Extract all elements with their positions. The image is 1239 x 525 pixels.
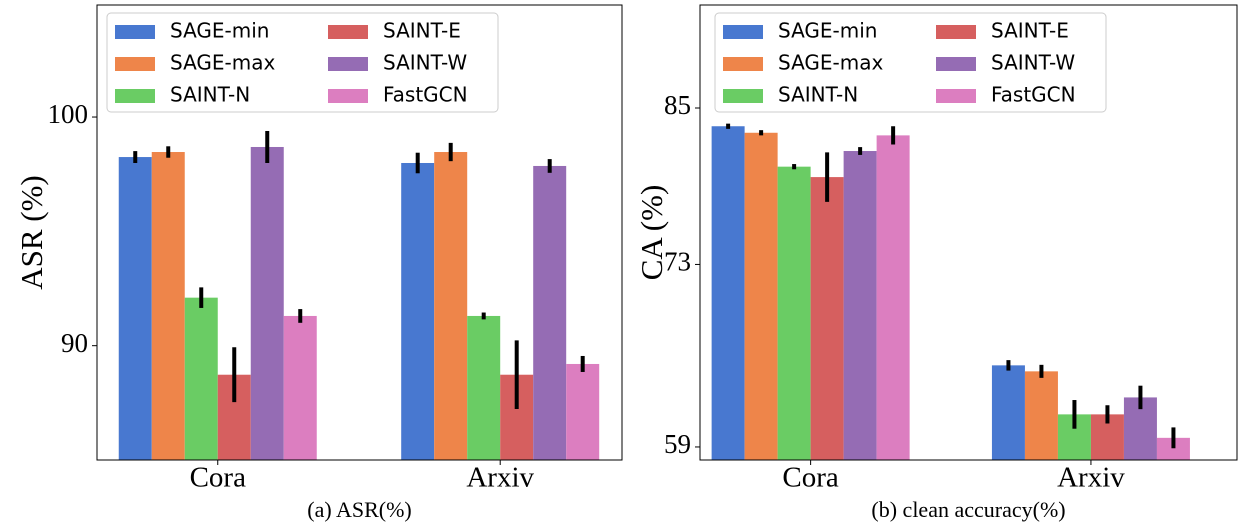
legend-swatch [936, 25, 976, 39]
legend-box [106, 12, 499, 113]
bar [744, 132, 778, 460]
legend-swatch [723, 89, 763, 103]
legend-swatch [328, 57, 368, 71]
y-tick-label: 100 [48, 99, 89, 129]
bar [810, 177, 844, 461]
legend-label: SAGE-max [170, 51, 275, 75]
x-tick-label: Cora [190, 462, 247, 494]
legend-swatch [723, 25, 763, 39]
legend-label: FastGCN [383, 83, 468, 107]
legend-swatch [115, 25, 155, 39]
bar [711, 126, 745, 460]
bar [118, 157, 152, 461]
legend-swatch [936, 57, 976, 71]
bar [401, 162, 435, 460]
bar [1024, 371, 1058, 460]
y-tick-label: 90 [61, 328, 88, 358]
bar [876, 135, 910, 460]
bar [184, 297, 218, 460]
legend-swatch [115, 89, 155, 103]
x-tick-label: Arxiv [1057, 462, 1125, 494]
bar [434, 152, 468, 461]
legend-label: SAGE-max [778, 51, 883, 75]
y-axis-label: CA (%) [634, 185, 669, 281]
y-tick-label: 59 [664, 429, 691, 459]
bar [991, 365, 1025, 460]
caption: (b) clean accuracy(%) [871, 497, 1065, 522]
x-tick-label: Cora [782, 462, 839, 494]
legend-label: FastGCN [991, 83, 1076, 107]
legend-label: SAINT-N [170, 83, 250, 107]
legend-swatch [328, 89, 368, 103]
bar [1156, 437, 1190, 460]
bar [250, 146, 284, 461]
caption: (a) ASR(%) [307, 497, 411, 522]
bar [566, 363, 600, 460]
legend-swatch [723, 57, 763, 71]
legend-label: SAINT-W [383, 51, 467, 75]
legend-box [714, 12, 1107, 113]
y-axis-label: ASR (%) [14, 175, 49, 290]
x-tick-label: Arxiv [466, 462, 534, 494]
axes-frame [699, 4, 1238, 461]
legend-swatch [936, 89, 976, 103]
bar [843, 151, 877, 460]
legend-label: SAINT-E [991, 19, 1069, 43]
legend-label: SAINT-W [991, 51, 1075, 75]
bar [467, 315, 501, 460]
legend-swatch [328, 25, 368, 39]
legend-label: SAINT-E [383, 19, 461, 43]
y-tick-label: 85 [664, 90, 691, 120]
bar [283, 315, 317, 460]
legend-label: SAINT-N [778, 83, 858, 107]
bar [777, 166, 811, 460]
bar [533, 165, 567, 460]
axes-frame [96, 4, 623, 461]
legend-label: SAGE-min [778, 19, 877, 43]
y-tick-label: 73 [664, 247, 691, 277]
legend-label: SAGE-min [170, 19, 269, 43]
bar [151, 152, 185, 461]
legend-swatch [115, 57, 155, 71]
